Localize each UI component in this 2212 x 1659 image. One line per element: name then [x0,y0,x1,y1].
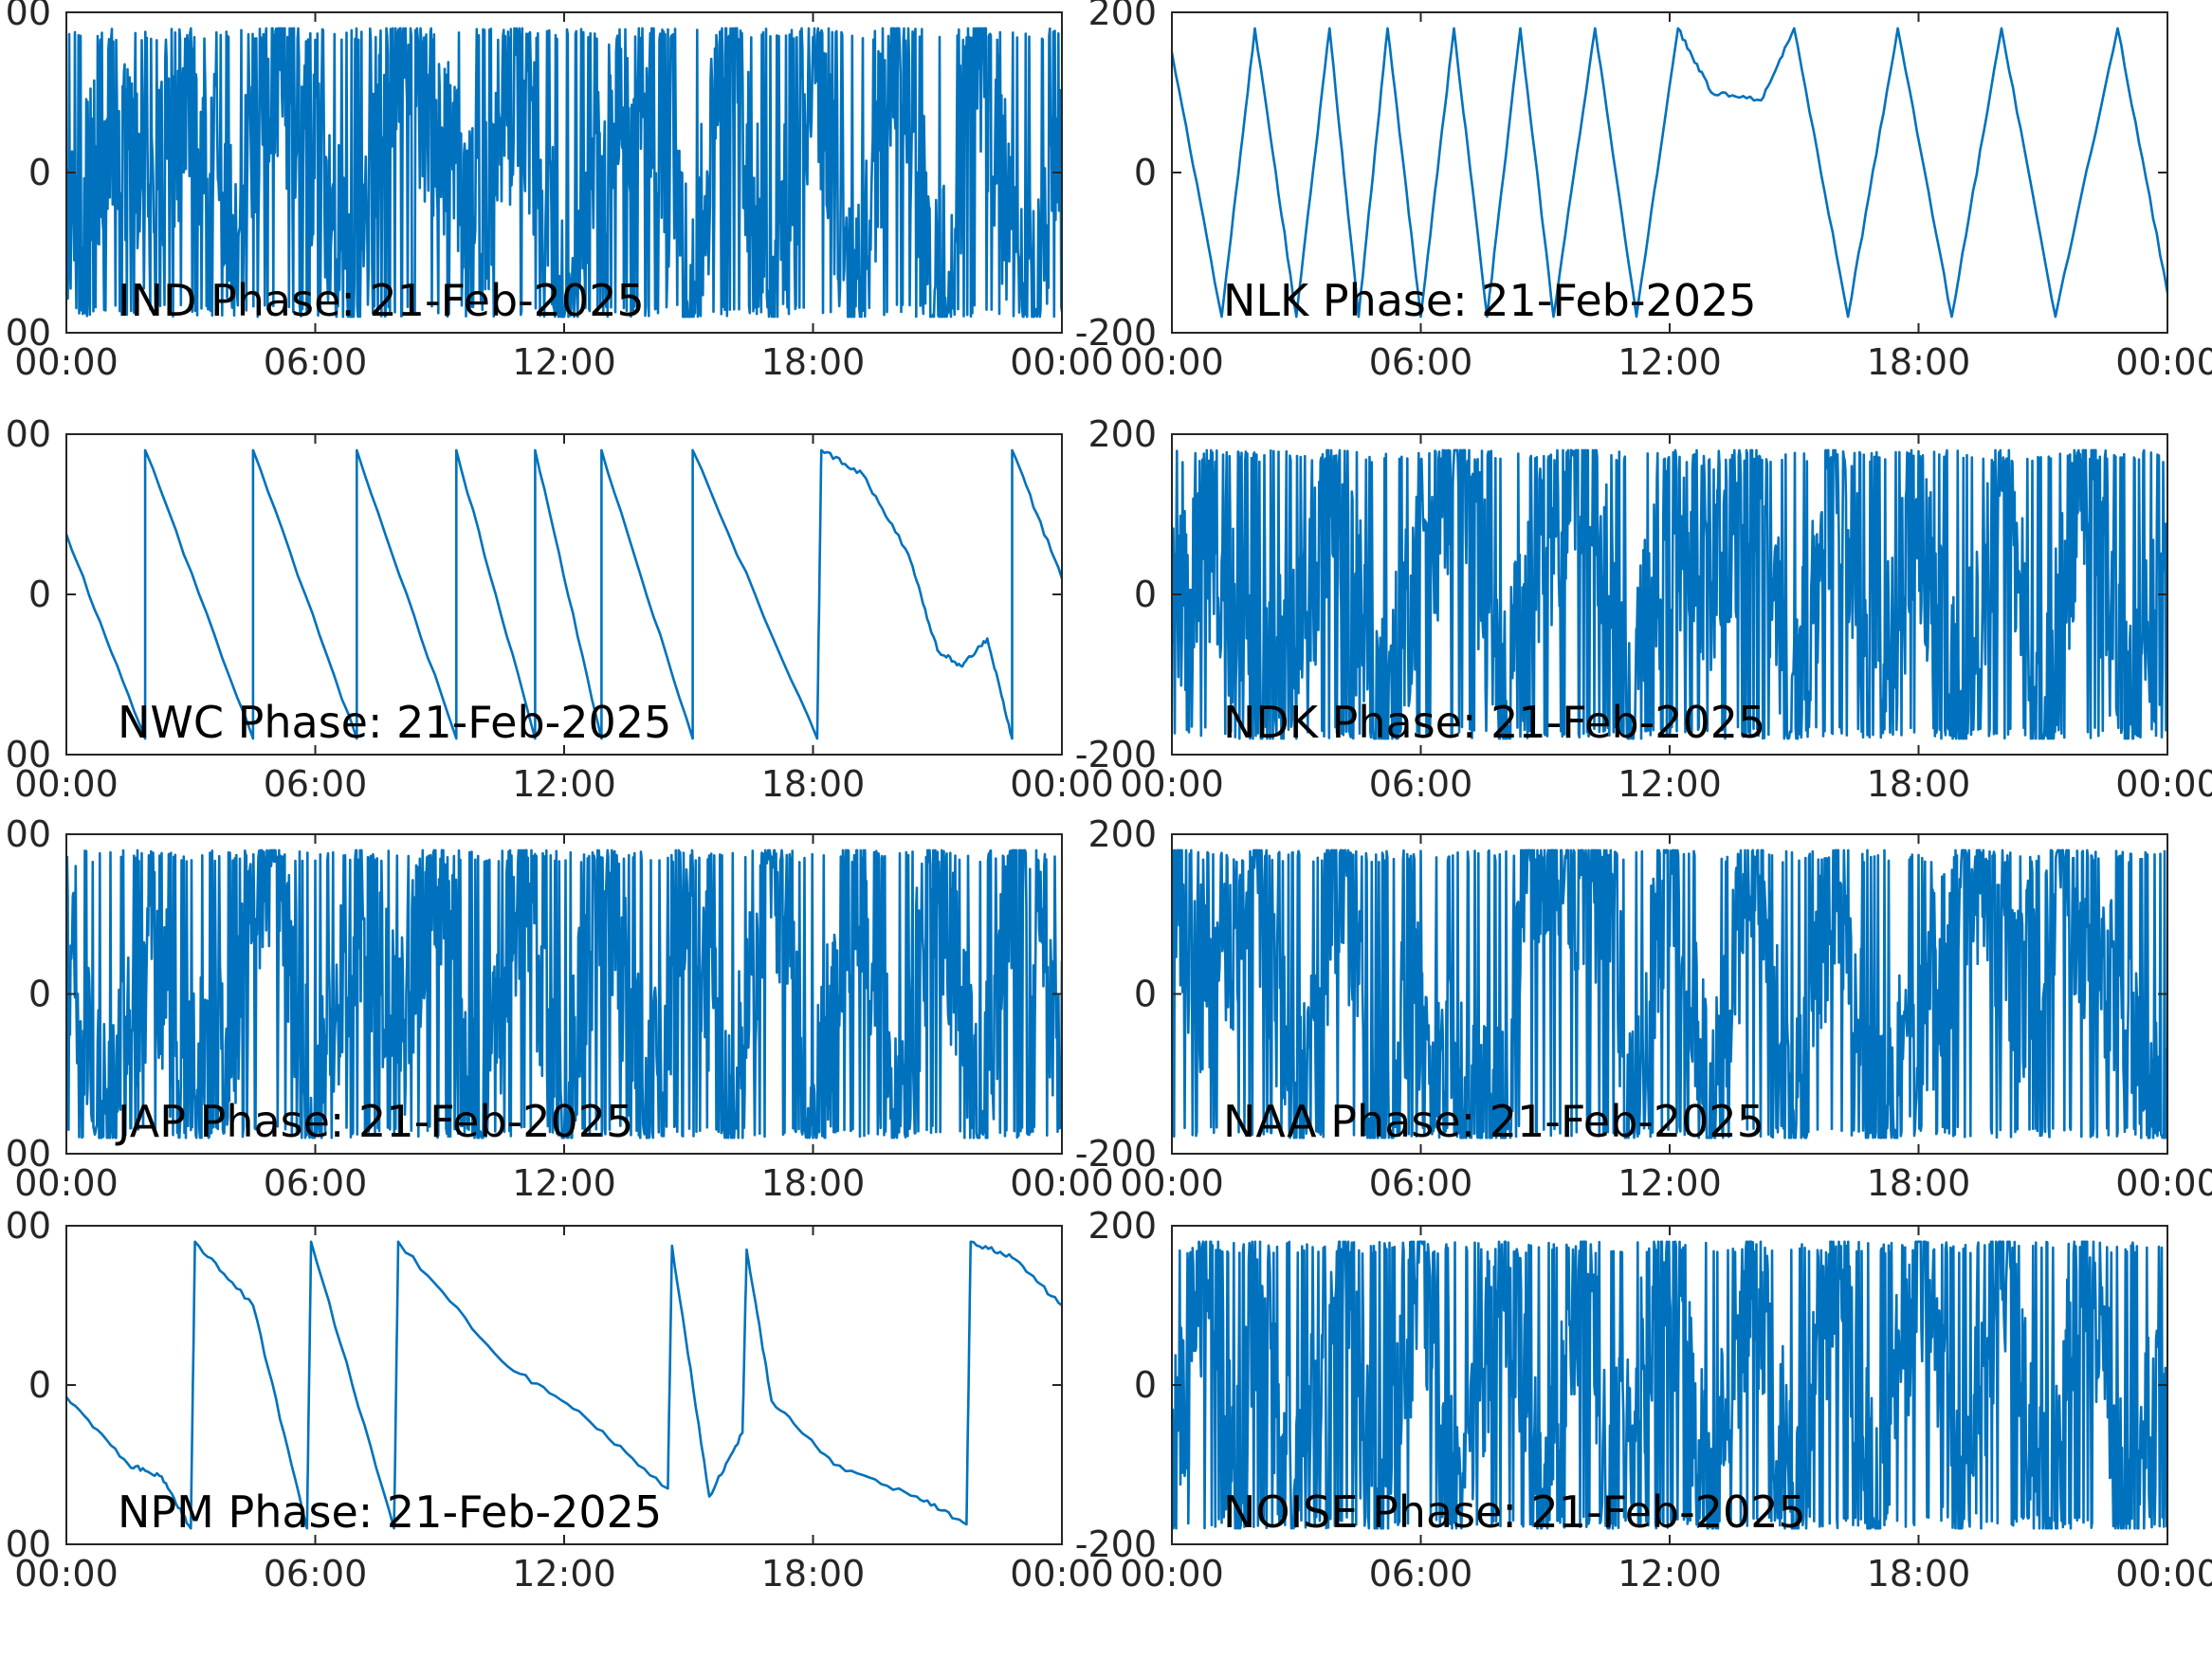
y-tick-label: 0 [28,574,51,615]
x-tick-label: 12:00 [1618,1162,1722,1204]
y-tick-label: -200 [1075,734,1157,775]
y-tick-label: 00 [6,0,51,33]
phase-series-line [1172,1240,2167,1530]
phase-series-line [1172,27,2167,319]
y-tick-label: 00 [6,734,51,775]
x-tick-label: 00:00 [2115,341,2212,383]
phase-panel: 00:00 06:00 12:00 18:00 00:00 200 0 -200 NDK Pha… [1075,413,2212,805]
phase-series-line [66,848,1062,1139]
x-tick-label: 12:00 [1618,1553,1722,1595]
x-tick-label: 06:00 [1369,1162,1473,1204]
x-tick-label: 18:00 [1867,1162,1971,1204]
x-tick-label: 00:00 [1120,1553,1224,1595]
y-tick-label: 00 [6,1523,51,1565]
y-tick-label: 0 [28,152,51,193]
x-tick-label: 12:00 [1618,763,1722,805]
y-tick-label: 00 [6,312,51,354]
phase-series-line [66,1240,1062,1530]
x-tick-label: 00:00 [1120,1162,1224,1204]
x-tick-label: 00:00 [1010,1553,1114,1595]
x-tick-label: 00:00 [2115,1553,2212,1595]
x-tick-label: 12:00 [1618,341,1722,383]
y-tick-label: 200 [1088,813,1157,855]
x-tick-label: 00:00 [14,1162,119,1204]
phase-series-line [66,448,1062,740]
y-tick-label: 00 [6,813,51,855]
y-tick-label: 0 [1134,974,1157,1015]
y-tick-label: 0 [28,1364,51,1406]
y-tick-label: -200 [1075,312,1157,354]
x-tick-label: 18:00 [761,1553,866,1595]
x-tick-label: 00:00 [1120,763,1224,805]
panel-title: NOISE Phase: 21-Feb-2025 [1223,1486,1806,1538]
y-tick-label: 0 [1134,1364,1157,1406]
x-tick-label: 18:00 [1867,341,1971,383]
y-tick-label: 0 [1134,574,1157,615]
phase-series-line [1172,848,2167,1139]
x-tick-label: 00:00 [1010,341,1114,383]
x-tick-label: 06:00 [264,763,368,805]
panel-title: NWC Phase: 21-Feb-2025 [118,697,671,748]
x-tick-label: 00:00 [1010,763,1114,805]
x-tick-label: 00:00 [2115,1162,2212,1204]
panel-title: IND Phase: 21-Feb-2025 [118,275,645,326]
x-tick-label: 00:00 [14,341,119,383]
y-tick-label: -200 [1075,1523,1157,1565]
x-tick-label: 12:00 [512,763,616,805]
x-tick-label: 12:00 [512,1162,616,1204]
x-tick-label: 06:00 [1369,763,1473,805]
phase-panel: 00:00 06:00 12:00 18:00 00:00 200 0 -200 NOISE P… [1075,1205,2212,1595]
x-tick-label: 00:00 [1120,341,1224,383]
panel-title: JAP Phase: 21-Feb-2025 [115,1096,633,1147]
phase-series-line [66,27,1062,319]
y-tick-label: 200 [1088,0,1157,33]
y-tick-label: 0 [1134,152,1157,193]
x-tick-label: 18:00 [1867,763,1971,805]
x-tick-label: 00:00 [1010,1162,1114,1204]
y-tick-label: 200 [1088,413,1157,455]
x-tick-label: 18:00 [1867,1553,1971,1595]
x-tick-label: 12:00 [512,1553,616,1595]
phase-panel: 00:00 06:00 12:00 18:00 00:00 200 0 -200 NAA Pha… [1075,813,2212,1204]
phase-series-line [1172,448,2167,740]
panel-title: NDK Phase: 21-Feb-2025 [1223,697,1765,748]
x-tick-label: 18:00 [761,1162,866,1204]
x-tick-label: 12:00 [512,341,616,383]
panel-title: NAA Phase: 21-Feb-2025 [1223,1096,1764,1147]
x-tick-label: 00:00 [14,763,119,805]
y-tick-label: 0 [28,974,51,1015]
x-tick-label: 06:00 [264,1553,368,1595]
y-tick-label: 00 [6,1133,51,1175]
x-tick-label: 18:00 [761,763,866,805]
x-tick-label: 06:00 [1369,341,1473,383]
x-tick-label: 18:00 [761,341,866,383]
x-tick-label: 06:00 [264,1162,368,1204]
x-tick-label: 00:00 [2115,763,2212,805]
x-tick-label: 06:00 [264,341,368,383]
panel-title: NPM Phase: 21-Feb-2025 [118,1486,662,1538]
y-tick-label: 00 [6,1205,51,1247]
x-tick-label: 06:00 [1369,1553,1473,1595]
phase-panel: 00:00 06:00 12:00 18:00 00:00 200 0 -200 NLK Pha… [1075,0,2212,383]
panel-title: NLK Phase: 21-Feb-2025 [1223,275,1757,326]
y-tick-label: 200 [1088,1205,1157,1247]
x-tick-label: 00:00 [14,1553,119,1595]
y-tick-label: -200 [1075,1133,1157,1175]
y-tick-label: 00 [6,413,51,455]
